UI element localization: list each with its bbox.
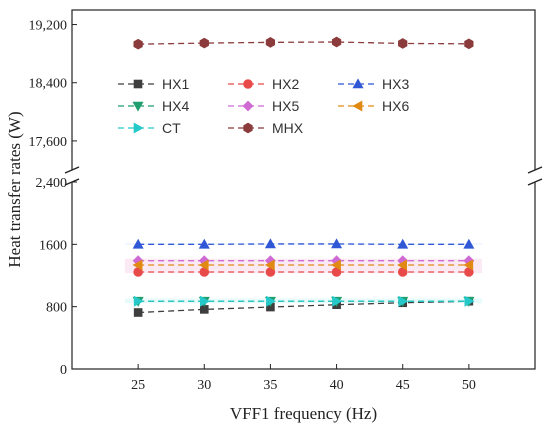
- data-point-hx3: [463, 238, 475, 249]
- y-tick-label: 19,200: [29, 19, 68, 34]
- data-point-hx3: [132, 238, 144, 249]
- x-tick-label: 50: [462, 378, 476, 393]
- legend-item-hx1: HX1: [118, 76, 189, 92]
- data-point-mhx: [199, 37, 209, 49]
- y-tick-label: 800: [46, 301, 67, 316]
- series-hx3: [132, 238, 475, 249]
- legend-label: CT: [162, 120, 181, 136]
- x-axis-title: VFF1 frequency (Hz): [230, 404, 377, 423]
- data-point-ct: [133, 295, 144, 307]
- data-point-mhx: [331, 36, 342, 48]
- legend-marker: [242, 100, 254, 112]
- legend-label: HX3: [382, 76, 409, 92]
- data-point-mhx: [398, 38, 408, 49]
- series-hx2: [133, 267, 474, 277]
- legend-marker: [133, 122, 144, 134]
- legend-label: HX1: [162, 76, 189, 92]
- series-line-mhx: [138, 41, 469, 45]
- legend: HX1 HX2 HX3 HX4 HX5 HX6 CT MHX: [118, 76, 409, 136]
- data-point-mhx: [133, 38, 143, 50]
- legend-label: HX2: [272, 76, 299, 92]
- y-tick-label: 18,400: [29, 77, 68, 92]
- y-tick-label: 2,400: [36, 176, 68, 191]
- series-hx5: [132, 255, 475, 267]
- legend-item-hx5: HX5: [228, 98, 299, 114]
- data-point-hx6: [463, 259, 474, 271]
- axis-break-gap: [60, 170, 547, 182]
- series-layer: [132, 36, 475, 317]
- data-point-hx3: [397, 238, 409, 249]
- series-line-hx1: [138, 300, 469, 314]
- legend-item-hx6: HX6: [338, 98, 409, 114]
- series-mhx: [133, 36, 474, 50]
- data-point-hx6: [132, 259, 143, 271]
- x-tick-label: 30: [197, 378, 211, 393]
- y-tick-label: 17,600: [29, 135, 68, 150]
- plot-border: [71, 9, 536, 370]
- data-point-hx6: [264, 259, 275, 271]
- data-point-hx3: [198, 238, 210, 249]
- data-point-mhx: [464, 38, 474, 50]
- data-point-ct: [464, 295, 475, 307]
- legend-item-hx2: HX2: [228, 76, 299, 92]
- data-point-mhx: [265, 37, 276, 48]
- legend-label: HX6: [382, 98, 409, 114]
- legend-label: HX4: [162, 98, 189, 114]
- data-point-ct: [398, 295, 409, 307]
- data-point-hx6: [198, 259, 209, 271]
- data-point-ct: [199, 295, 210, 307]
- data-point-ct: [332, 295, 343, 307]
- legend-marker: [132, 101, 144, 112]
- x-tick-label: 35: [263, 378, 277, 393]
- legend-item-hx3: HX3: [338, 76, 409, 92]
- legend-item-ct: CT: [118, 120, 181, 136]
- x-tick-label: 40: [330, 378, 344, 393]
- data-point-ct: [266, 295, 277, 307]
- y-tick-label: 1600: [39, 238, 67, 253]
- series-ct: [133, 295, 475, 307]
- highlight-band: [124, 258, 483, 274]
- x-tick-label: 45: [396, 378, 410, 393]
- legend-marker: [352, 78, 364, 89]
- x-tick-label: 25: [131, 378, 145, 393]
- axis-break-mark: [527, 178, 543, 186]
- highlight-bands: [124, 243, 483, 304]
- y-tick-label: 0: [60, 363, 67, 378]
- axis-break-mark: [527, 166, 543, 174]
- legend-marker: [133, 79, 143, 89]
- legend-item-hx4: HX4: [118, 98, 189, 114]
- data-point-hx3: [264, 238, 276, 249]
- legend-marker: [243, 79, 253, 89]
- plot-frame: [60, 9, 547, 370]
- data-point-hx6: [397, 259, 408, 271]
- legend-label: MHX: [272, 120, 304, 136]
- data-point-hx3: [331, 238, 343, 249]
- legend-item-mhx: MHX: [228, 120, 304, 136]
- axis-ticks: 25 30 35 40 45 50 0 800 1600 2,400 17,600 18,400 19,…: [29, 19, 476, 393]
- series-hx6: [132, 259, 474, 271]
- y-axis-title: Heat transfer rates (W): [5, 111, 24, 267]
- legend-marker: [352, 100, 363, 112]
- data-point-hx1: [133, 308, 143, 317]
- data-point-hx6: [330, 259, 341, 271]
- axis-break-mark: [64, 166, 80, 174]
- legend-marker: [243, 122, 253, 134]
- legend-label: HX5: [272, 98, 299, 114]
